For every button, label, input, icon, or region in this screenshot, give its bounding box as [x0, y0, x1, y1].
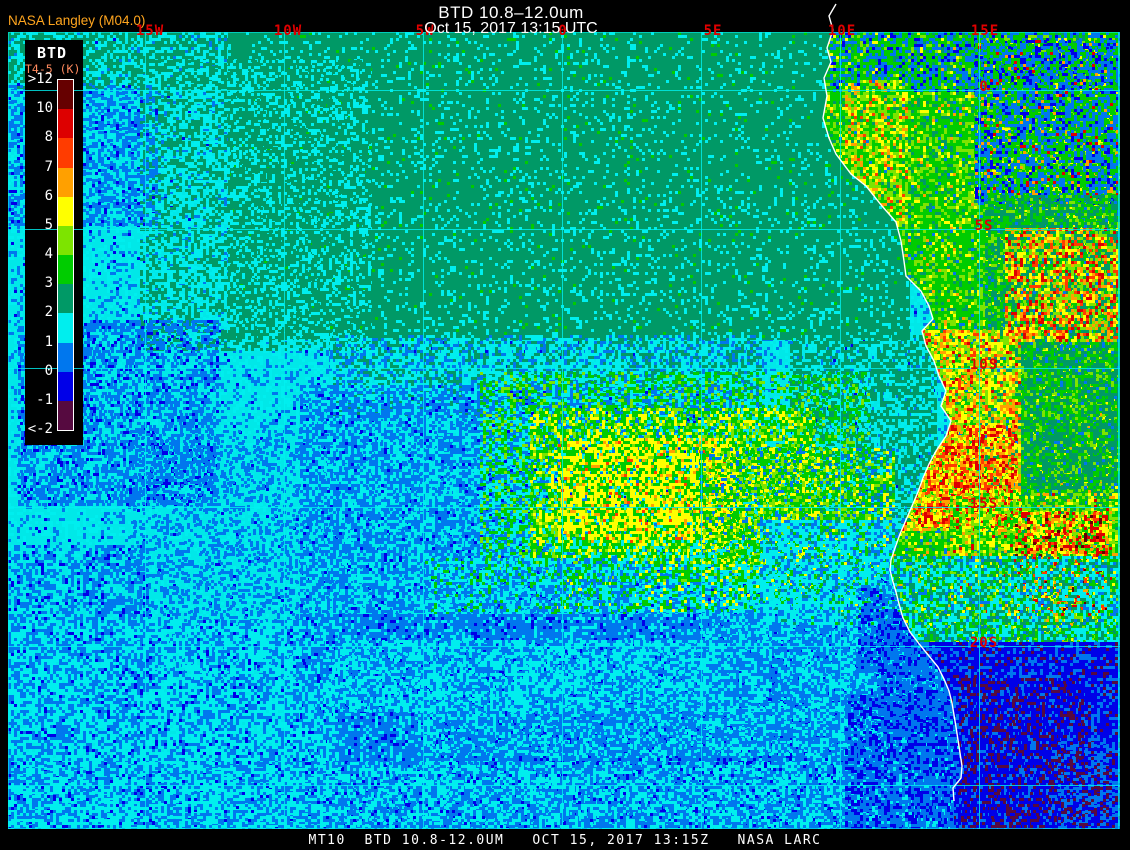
colorbar-segment — [58, 109, 73, 139]
lat-label: 10S — [969, 357, 999, 373]
legend-tick-label: 0 — [44, 362, 53, 379]
colorbar-segment — [58, 167, 73, 197]
colorbar-segment — [58, 313, 73, 343]
lat-label: 5S — [974, 218, 994, 234]
colorbar-segment — [58, 225, 73, 256]
satellite-map-canvas — [8, 32, 1120, 829]
lat-label: 0 — [979, 79, 989, 95]
legend-tick-label: 8 — [44, 129, 53, 146]
legend-tick-label: 3 — [44, 275, 53, 292]
legend-tick-label: -1 — [36, 391, 53, 408]
legend-tick-label: <-2 — [27, 421, 53, 437]
legend-tick-label: >12 — [27, 71, 53, 87]
colorbar — [57, 79, 74, 431]
footer-caption: MT10 BTD 10.8-12.0UM OCT 15, 2017 13:15Z… — [308, 833, 822, 848]
legend-tick-label: 2 — [44, 304, 53, 321]
legend-tick-label: 6 — [44, 187, 53, 204]
map-timestamp: Oct 15, 2017 13:15 UTC — [424, 20, 598, 37]
lat-label: 15S — [969, 496, 999, 512]
colorbar-segment — [58, 138, 73, 168]
legend-title: BTD — [37, 44, 68, 62]
colorbar-segment — [58, 284, 73, 314]
legend-tick-label: 10 — [36, 100, 53, 117]
map-title: BTD 10.8–12.0um — [438, 3, 584, 22]
lon-label: 0 — [558, 23, 568, 39]
legend-tick-label: 7 — [44, 158, 53, 175]
colorbar-segment — [58, 255, 73, 285]
lat-label: 20S — [969, 635, 999, 651]
legend-tick-label: 5 — [44, 216, 53, 233]
colorbar-segment — [58, 80, 73, 110]
colorbar-segment — [58, 196, 73, 226]
colorbar-segment — [58, 371, 73, 401]
credit-label: NASA Langley (M04.0) — [8, 13, 146, 28]
colorbar-segment — [58, 342, 73, 372]
colorbar-segment — [58, 400, 73, 431]
legend-tick-label: 4 — [44, 246, 53, 262]
legend-tick-label: 1 — [44, 333, 53, 350]
